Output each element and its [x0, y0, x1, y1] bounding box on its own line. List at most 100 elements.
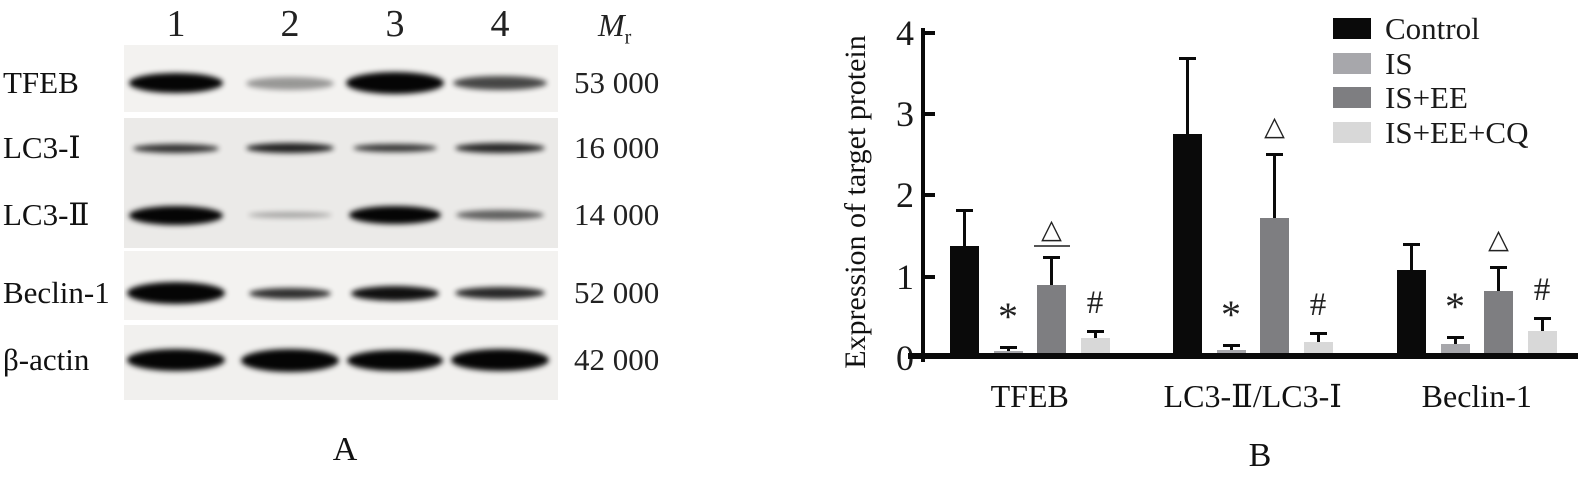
significance-marker-triangle: △: [1488, 224, 1509, 255]
protein-label-β-actin: β-actin: [3, 342, 90, 377]
mr-value-16 000: 16 000: [574, 130, 660, 165]
legend-label-IS: IS: [1385, 45, 1413, 81]
significance-marker-underline: [1033, 244, 1070, 247]
bar-IS+EE-TFEB: [1037, 284, 1066, 358]
error-bar-line: [1316, 331, 1320, 342]
error-bar-cap: [1086, 329, 1104, 333]
blot-band: [127, 349, 225, 371]
error-bar-cap: [1446, 336, 1464, 340]
category-label-LC3-Ⅱ/LC3-Ⅰ: LC3-Ⅱ/LC3-Ⅰ: [1163, 378, 1342, 414]
y-tick-label-1: 1: [896, 256, 914, 297]
category-label-Beclin-1: Beclin-1: [1421, 378, 1532, 414]
blot-box-lc3: [124, 118, 558, 248]
blot-band: [455, 143, 545, 153]
error-bar-cap: [1266, 153, 1283, 157]
blot-band: [451, 349, 549, 371]
y-tick-1: [925, 274, 935, 279]
bar-Control-Beclin-1: [1397, 270, 1426, 358]
mr-subscript: r: [624, 26, 632, 49]
error-bar-cap: [1490, 266, 1507, 270]
blot-band: [346, 72, 444, 94]
legend-swatch-IS+EE: [1333, 87, 1371, 108]
y-axis-line: [921, 28, 925, 362]
error-bar-line: [963, 209, 966, 246]
error-bar-cap: [999, 345, 1017, 349]
error-bar-cap: [1533, 317, 1551, 321]
error-bar-line: [1410, 243, 1413, 271]
y-tick-label-0: 0: [896, 338, 914, 378]
error-bar-cap: [956, 209, 973, 213]
blot-band: [246, 143, 334, 153]
error-bar-line: [1497, 266, 1500, 292]
legend-label-IS+EE: IS+EE: [1385, 80, 1468, 115]
blot-band: [246, 76, 334, 90]
error-bar-line: [1186, 57, 1189, 135]
blot-band: [248, 212, 332, 218]
blot-band: [241, 348, 339, 372]
protein-label-Beclin-1: Beclin-1: [3, 275, 110, 310]
error-bar-cap: [1043, 255, 1060, 259]
bar-IS+EE-Beclin-1: [1484, 291, 1513, 358]
bar-IS+EE+CQ-TFEB: [1080, 337, 1110, 358]
blot-band: [133, 143, 219, 153]
legend-label-Control: Control: [1385, 11, 1480, 46]
bar-Control-LC3-Ⅱ/LC3-Ⅰ: [1173, 134, 1202, 358]
significance-marker-triangle: △: [1041, 213, 1062, 244]
legend-label-IS+EE+CQ: IS+EE+CQ: [1385, 114, 1529, 150]
mr-value-53 000: 53 000: [574, 65, 660, 100]
error-bar-line: [1540, 317, 1544, 332]
blot-band: [127, 282, 225, 304]
panel-b-letter: B: [1248, 437, 1272, 474]
protein-label-LC3-Ⅱ: LC3-Ⅱ: [3, 197, 90, 232]
significance-marker-hash: #: [1533, 272, 1551, 309]
error-bar-cap: [1222, 344, 1240, 348]
significance-marker-asterisk: *: [1221, 292, 1241, 338]
bar-Control-TFEB: [950, 245, 979, 358]
y-tick-4: [925, 30, 935, 35]
lane-number-4: 4: [490, 3, 510, 45]
blot-band: [353, 144, 437, 152]
error-bar-cap: [1403, 243, 1420, 247]
blot-band: [347, 349, 443, 371]
lane-number-1: 1: [166, 3, 186, 45]
significance-marker-asterisk: *: [1445, 284, 1465, 330]
significance-marker-triangle: △: [1264, 111, 1285, 142]
significance-marker-hash: #: [1086, 284, 1104, 321]
legend-swatch-IS: [1333, 52, 1371, 74]
y-tick-label-3: 3: [896, 94, 914, 135]
panel-a-letter: A: [332, 431, 358, 468]
y-tick-label-2: 2: [896, 175, 914, 216]
error-bar-cap: [1179, 57, 1196, 61]
mr-column-header: Mr: [598, 6, 631, 56]
error-bar-line: [1093, 329, 1097, 338]
blot-band: [249, 287, 331, 299]
blot-band: [453, 76, 547, 90]
mr-value-14 000: 14 000: [574, 197, 660, 232]
blot-band: [456, 210, 544, 220]
blot-band: [455, 287, 545, 299]
error-bar-line: [1453, 336, 1457, 345]
blot-box-actin: [124, 325, 558, 400]
mr-value-52 000: 52 000: [574, 275, 660, 310]
legend-swatch-Control: [1333, 18, 1371, 39]
bar-IS+EE-LC3-Ⅱ/LC3-Ⅰ: [1260, 218, 1289, 358]
legend-swatch-IS+EE+CQ: [1333, 121, 1371, 143]
significance-marker-asterisk: *: [998, 293, 1018, 339]
y-tick-label-4: 4: [896, 12, 914, 53]
blot-band: [349, 206, 441, 224]
blot-box-beclin: [124, 251, 558, 320]
blot-band: [129, 73, 223, 93]
blot-band: [129, 205, 223, 225]
panel-a-western-blot: 1 2 3 4 Mr TFEB LC3-Ⅰ LC3-Ⅱ Beclin-1 β-actin 53…: [0, 0, 700, 491]
error-bar-cap: [1309, 331, 1327, 335]
mr-value-42 000: 42 000: [574, 342, 660, 377]
blot-band: [351, 285, 439, 301]
protein-label-LC3-Ⅰ: LC3-Ⅰ: [3, 130, 81, 165]
significance-marker-hash: #: [1309, 286, 1327, 323]
lane-number-2: 2: [280, 3, 300, 45]
y-tick-3: [925, 112, 935, 117]
x-axis-line: [908, 353, 1578, 359]
mr-symbol: M: [598, 7, 625, 43]
